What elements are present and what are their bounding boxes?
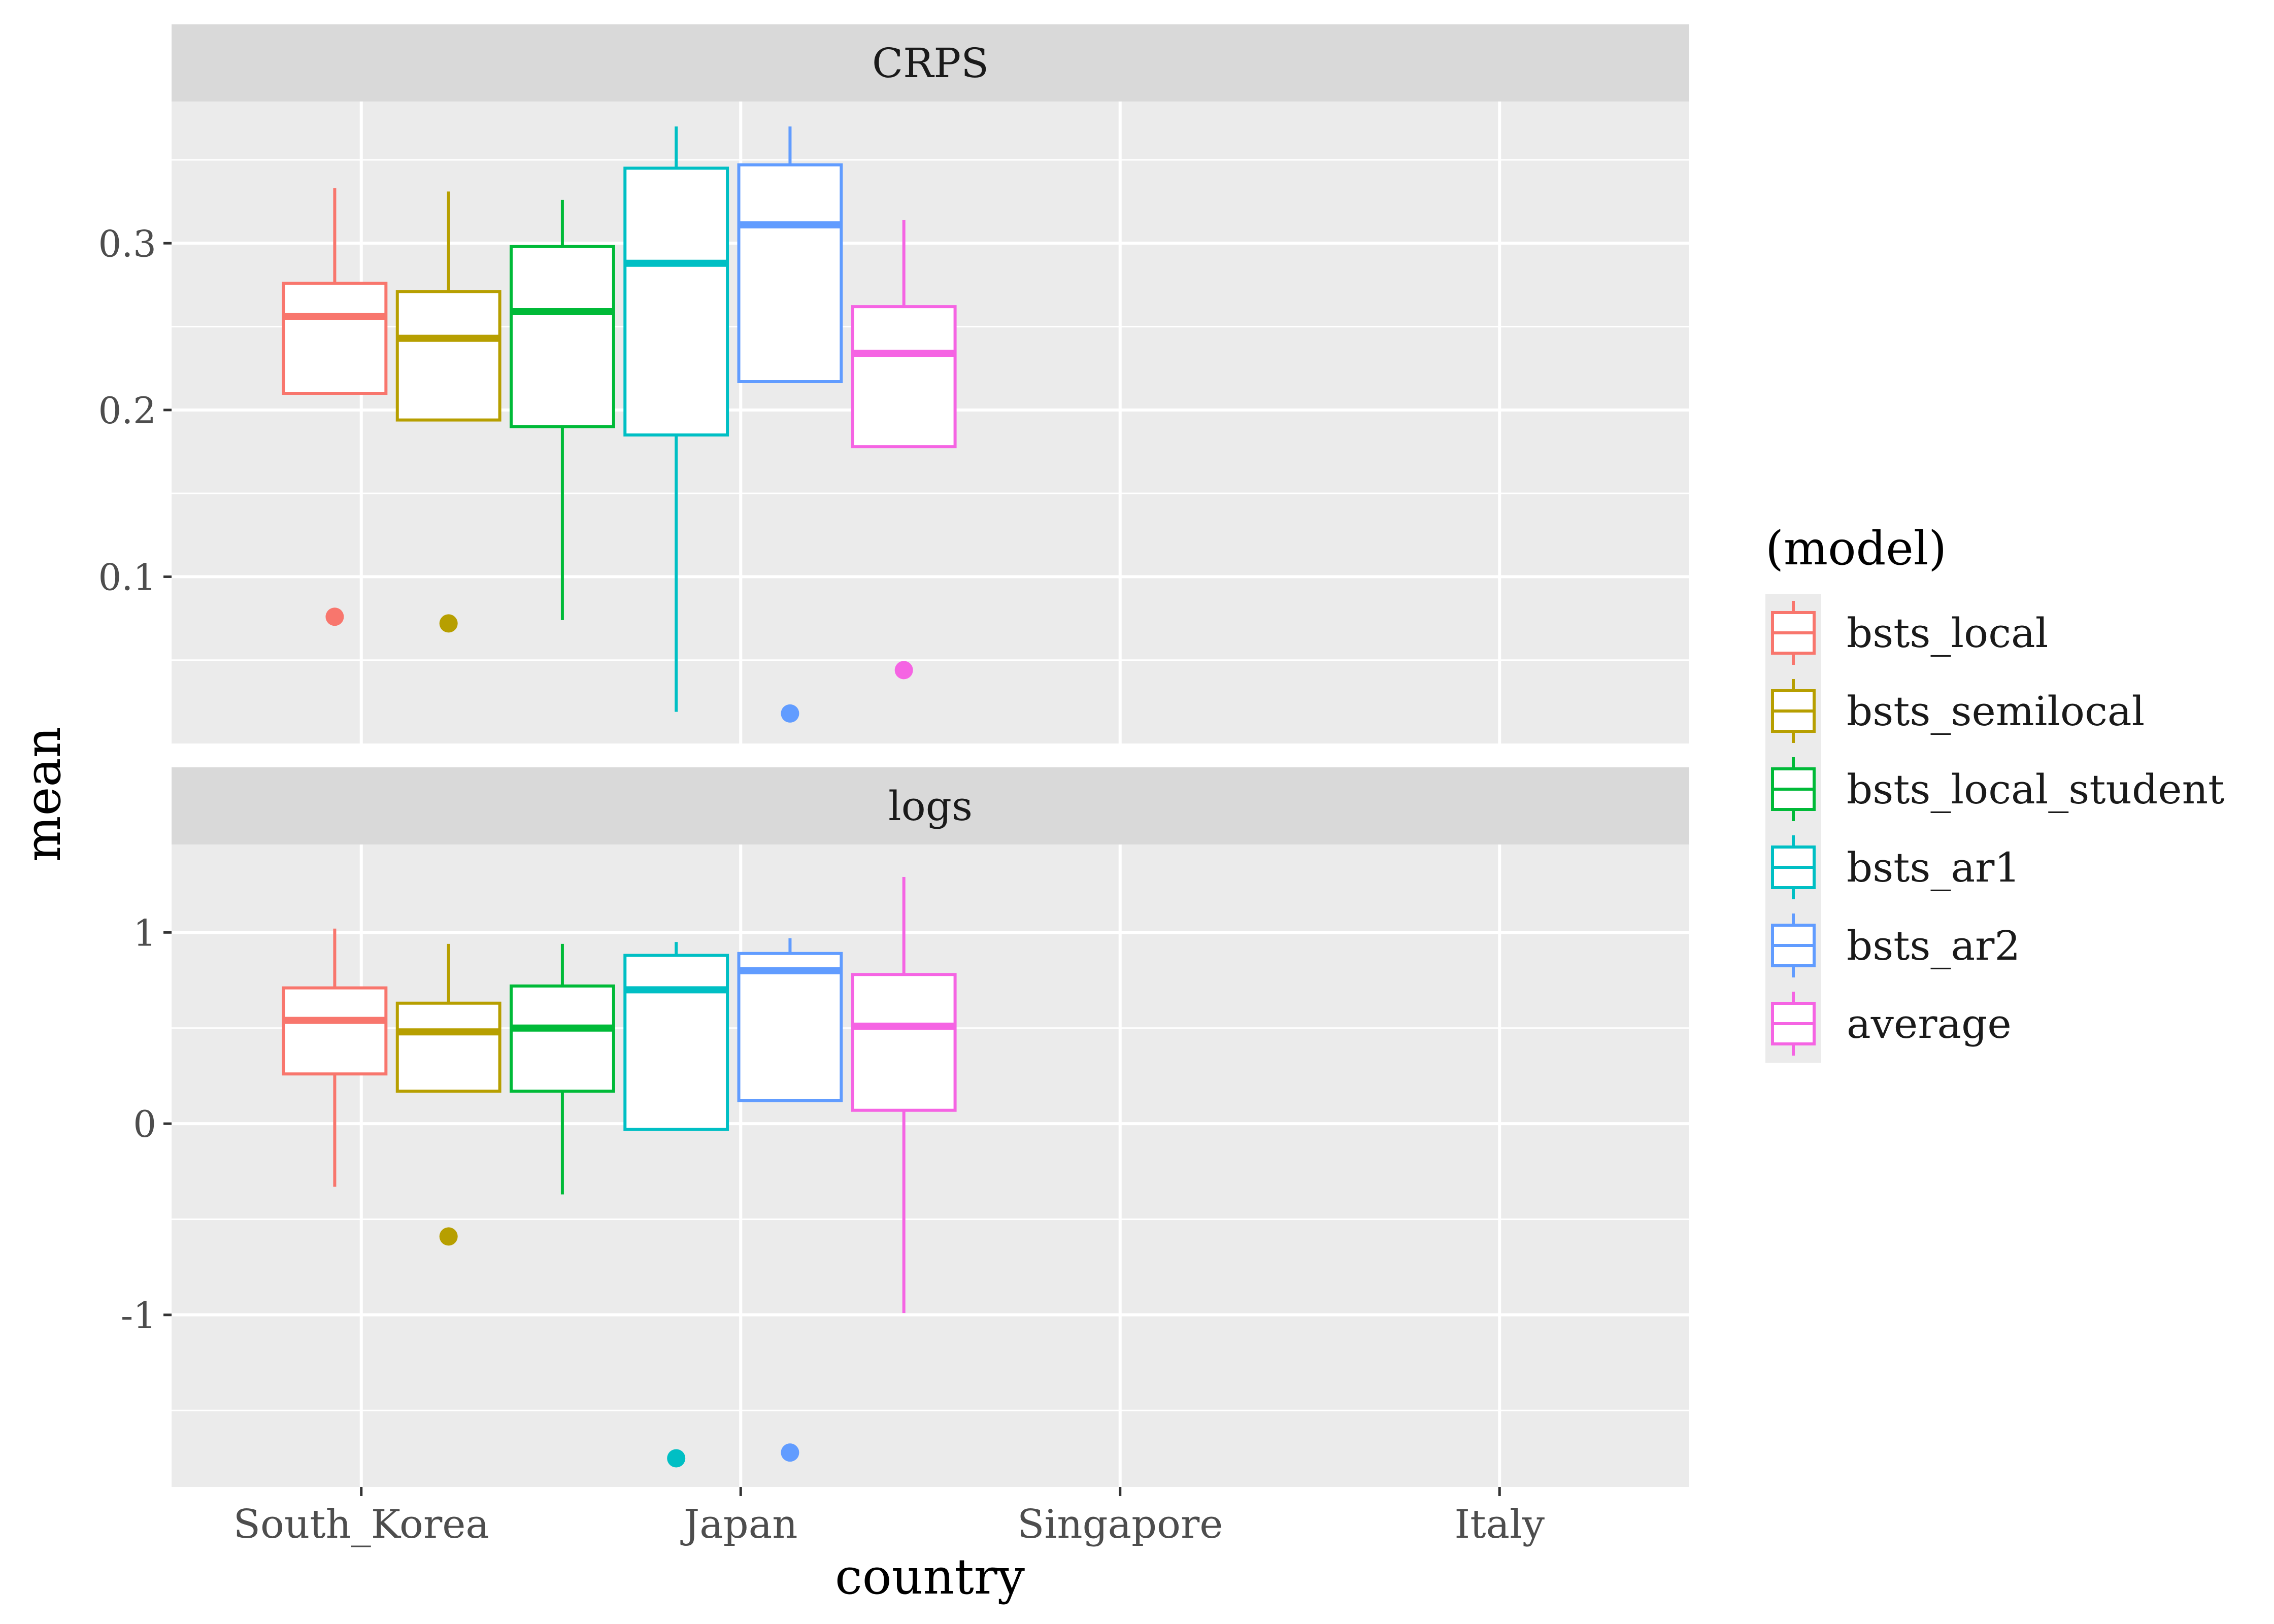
y-tick-label: 0.1 [98,556,156,598]
outlier-point [325,607,344,626]
legend-item-bsts_semilocal: bsts_semilocal [1771,679,2145,743]
box-body [737,952,843,1102]
box-body [623,954,729,1131]
y-tick-label: 0.2 [98,389,156,432]
plot-background [172,844,1689,1487]
outlier-point [439,1227,458,1246]
legend-item-average: average [1771,992,2012,1056]
legend-label: bsts_ar1 [1847,844,2020,891]
box-body [282,282,388,395]
outlier-point [439,614,458,633]
legend-item-bsts_ar2: bsts_ar2 [1771,913,2020,977]
box-body [510,245,615,428]
panel-strip [172,24,1689,101]
x-tick-label: Singapore [1017,1502,1223,1547]
box-average [851,220,957,680]
legend-label: bsts_ar2 [1847,922,2020,969]
legend-item-bsts_ar1: bsts_ar1 [1771,835,2020,899]
box-average [851,877,957,1313]
box-body [510,984,615,1093]
outlier-point [894,661,913,680]
box-bsts_semilocal [395,191,501,633]
box-body [395,1001,501,1093]
y-tick-label: 1 [133,911,156,954]
box-bsts_local [282,928,388,1187]
x-axis: South_Korea Japan Singapore Italy [233,1487,1545,1547]
y-tick-label: 0.3 [98,222,156,265]
legend-key-background [1765,594,1821,1063]
x-tick-label: Italy [1454,1502,1545,1547]
y-axis-title: mean [15,727,72,862]
box-bsts_local [282,188,388,626]
y-tick-label: 0 [133,1103,156,1145]
box-bsts_ar2 [737,126,843,723]
panel-logs: logs -1 0 1 [121,767,1689,1487]
outlier-point [667,1449,686,1468]
legend-label: bsts_local [1847,610,2048,657]
legend: (model) bsts_local bsts_semilocal bsts_loc… [1765,521,2224,1063]
box-bsts_ar2 [737,938,843,1462]
legend-label: bsts_semilocal [1847,688,2145,735]
x-axis-title: country [835,1548,1025,1605]
panel-strip-label: CRPS [872,40,989,87]
legend-item-bsts_local: bsts_local [1771,601,2048,665]
y-tick-label: -1 [121,1294,156,1337]
panel-strip [172,767,1689,844]
outlier-point [781,1443,799,1462]
legend-item-bsts_local_student: bsts_local_student [1771,757,2224,821]
panel-strip-label: logs [888,783,973,830]
box-bsts_local_student [510,199,615,620]
box-bsts_ar1 [623,942,729,1468]
legend-label: average [1847,1000,2012,1047]
box-body [737,163,843,383]
box-bsts_local_student [510,943,615,1195]
outlier-point [781,704,799,723]
legend-title: (model) [1765,521,1947,576]
panels: CRPS 0.1 0.2 0.3 logs -1 0 1 [98,24,1689,1487]
x-tick-label: South_Korea [233,1502,489,1547]
box-body [395,290,501,422]
legend-label: bsts_local_student [1847,766,2224,813]
panel-crps: CRPS 0.1 0.2 0.3 [98,24,1689,743]
box-body [851,973,957,1112]
box-body [282,986,388,1076]
box-bsts_semilocal [395,943,501,1246]
box-bsts_ar1 [623,126,729,712]
box-body [851,305,957,449]
x-tick-label: Japan [680,1502,797,1547]
box-body [623,166,729,437]
